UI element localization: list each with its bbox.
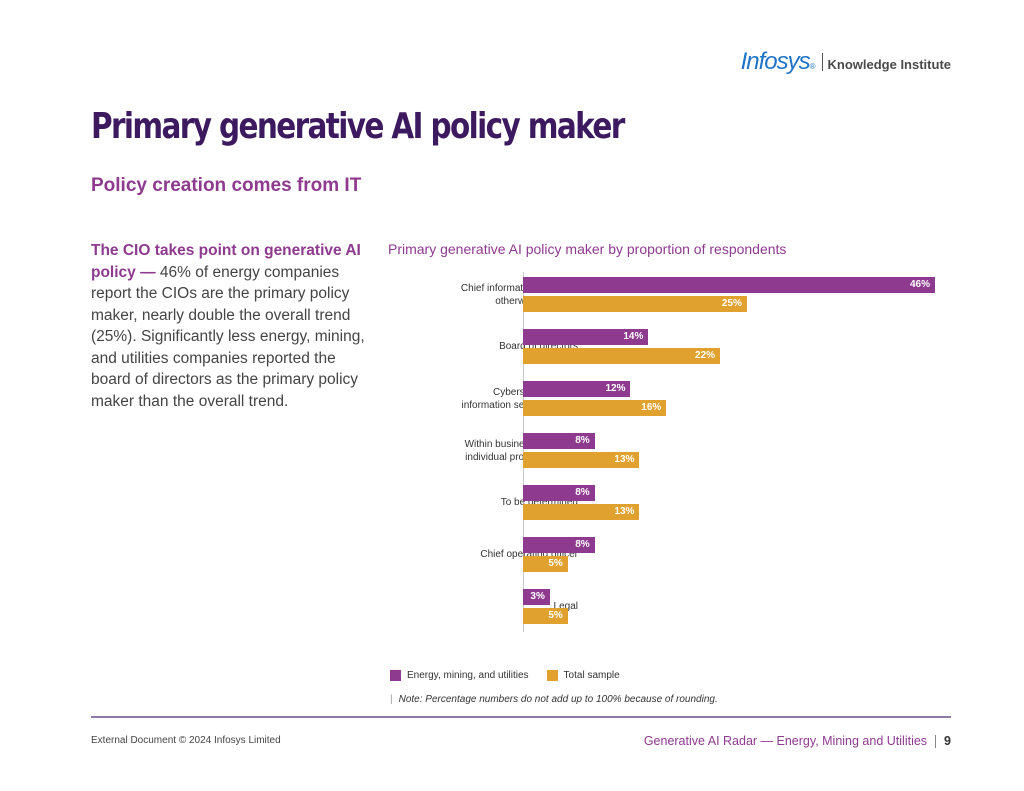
- footer-copyright: External Document © 2024 Infosys Limited: [91, 735, 281, 746]
- bar-total: 5%: [523, 608, 568, 624]
- bar-value-label: 12%: [605, 383, 626, 394]
- bar-value-label: 5%: [548, 610, 563, 621]
- footer-divider: [91, 716, 951, 718]
- category-label-line: Board of directors: [499, 341, 578, 352]
- bar-value-label: 13%: [614, 506, 635, 517]
- category-label: Legal: [554, 600, 578, 613]
- intro-lead: The CIO takes point on generative AI pol…: [91, 242, 361, 281]
- legend-item-total: Total sample: [546, 670, 620, 681]
- bar-total: 13%: [523, 452, 640, 468]
- footer-right: Generative AI Radar — Energy, Mining and…: [644, 734, 951, 748]
- note-marker: |: [390, 694, 393, 705]
- brand-name: Infosys: [740, 48, 811, 75]
- page-number: 9: [944, 734, 951, 748]
- bar-value-label: 8%: [575, 487, 590, 498]
- bar-total: 5%: [523, 556, 568, 572]
- brand-registered-mark: ®: [809, 62, 816, 71]
- bar-value-label: 5%: [548, 558, 563, 569]
- legend-swatch-total: [546, 670, 558, 681]
- bar-energy: 46%: [523, 277, 935, 293]
- bar-total: 22%: [523, 348, 721, 364]
- category-label-line: individual product owners: [465, 451, 578, 463]
- page-title: Primary generative AI policy maker: [91, 106, 625, 147]
- bar-value-label: 8%: [575, 435, 590, 446]
- category-label-line: Within business units and: [464, 438, 578, 450]
- legend-swatch-energy: [390, 670, 401, 681]
- bar-value-label: 22%: [695, 350, 716, 361]
- bar-total: 25%: [523, 296, 747, 312]
- page-subtitle: Policy creation comes from IT: [91, 175, 362, 196]
- brand-subtitle: Knowledge Institute: [827, 57, 952, 72]
- footer-report-title: Generative AI Radar — Energy, Mining and…: [643, 734, 928, 748]
- bar-value-label: 14%: [623, 331, 644, 342]
- category-label-line: information security officer: [461, 399, 578, 411]
- bar-value-label: 13%: [614, 454, 635, 465]
- bar-value-label: 25%: [721, 298, 742, 309]
- footer-separator: [935, 734, 937, 748]
- bar-energy: 8%: [523, 537, 595, 553]
- bar-energy: 3%: [523, 589, 550, 605]
- bar-value-label: 8%: [575, 539, 590, 550]
- brand-divider: [821, 53, 823, 71]
- bar-energy: 8%: [523, 485, 595, 501]
- bar-energy: 8%: [523, 433, 595, 449]
- bar-total: 16%: [523, 400, 667, 416]
- category-label: Chief operating officer: [480, 548, 578, 561]
- category-label-line: To be determined: [500, 497, 578, 508]
- category-label-line: Chief information officer or: [460, 282, 578, 294]
- chart-legend: Energy, mining, and utilities Total samp…: [390, 670, 638, 681]
- legend-item-energy: Energy, mining, and utilities: [390, 670, 529, 681]
- bar-value-label: 16%: [641, 402, 662, 413]
- brand-logo: Infosys ® Knowledge Institute: [741, 48, 951, 76]
- category-label: Within business units and individual prod…: [465, 438, 578, 464]
- bar-total: 13%: [523, 504, 640, 520]
- category-label-line: Chief operating officer: [480, 549, 578, 560]
- legend-label-total: Total sample: [563, 670, 620, 681]
- chart-note: | Note: Percentage numbers do not add up…: [390, 694, 718, 705]
- bar-energy: 12%: [523, 381, 631, 397]
- chart-title: Primary generative AI policy maker by pr…: [388, 241, 787, 257]
- category-label: To be determined: [501, 496, 578, 509]
- category-label-line: Legal: [553, 601, 578, 612]
- category-label: Board of directors: [499, 340, 578, 353]
- bar-value-label: 46%: [909, 279, 930, 290]
- note-text: Note: Percentage numbers do not add up t…: [398, 694, 718, 705]
- intro-paragraph: The CIO takes point on generative AI pol…: [91, 240, 366, 412]
- bar-energy: 14%: [523, 329, 649, 345]
- intro-body: 46% of energy companies report the CIOs …: [91, 263, 365, 410]
- bar-value-label: 3%: [530, 591, 545, 602]
- legend-label-energy: Energy, mining, and utilities: [407, 670, 529, 681]
